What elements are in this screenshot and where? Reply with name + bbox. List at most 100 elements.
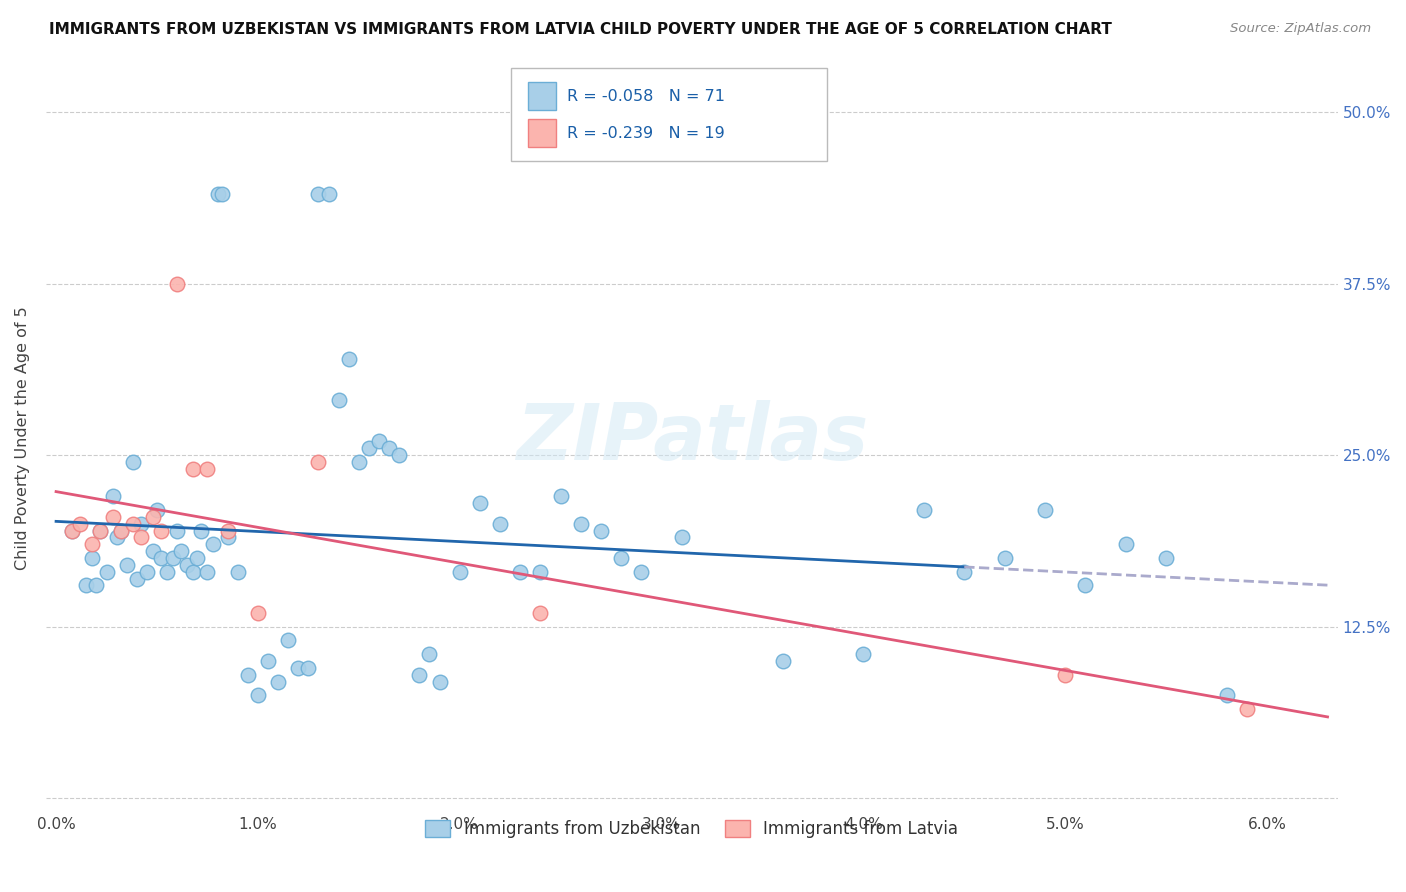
Point [1215, 688, 1237, 702]
Point [671, 531, 693, 545]
Point [1054, 667, 1077, 681]
Point [318, 187, 340, 202]
Point [368, 434, 391, 449]
Point [115, 558, 138, 572]
Point [101, 489, 124, 503]
Y-axis label: Child Poverty Under the Age of 5: Child Poverty Under the Age of 5 [15, 306, 30, 570]
Point [176, 558, 198, 572]
Point [89, 524, 111, 538]
Point [589, 524, 612, 538]
Text: Source: ZipAtlas.com: Source: ZipAtlas.com [1230, 22, 1371, 36]
Point [1236, 702, 1258, 716]
Point [429, 674, 451, 689]
Point [852, 647, 875, 661]
Point [1115, 537, 1137, 551]
Point [96, 565, 118, 579]
Point [630, 565, 652, 579]
Point [60, 524, 83, 538]
Point [529, 606, 551, 620]
Point [1074, 578, 1097, 592]
Point [202, 537, 225, 551]
Point [181, 565, 204, 579]
Bar [527, 119, 557, 147]
Point [110, 524, 132, 538]
Point [156, 565, 179, 579]
Point [449, 565, 471, 579]
Point [550, 489, 572, 503]
Point [1154, 551, 1177, 566]
Text: IMMIGRANTS FROM UZBEKISTAN VS IMMIGRANTS FROM LATVIA CHILD POVERTY UNDER THE AGE: IMMIGRANTS FROM UZBEKISTAN VS IMMIGRANTS… [49, 22, 1112, 37]
Bar [527, 82, 557, 111]
Point [610, 551, 633, 566]
Point [129, 531, 152, 545]
Text: ZIPatlas: ZIPatlas [516, 400, 868, 476]
Point [378, 442, 401, 456]
Text: R = -0.058   N = 71: R = -0.058 N = 71 [567, 89, 724, 104]
Point [207, 187, 229, 202]
Point [110, 524, 132, 538]
Point [226, 565, 249, 579]
Point [357, 442, 380, 456]
Point [211, 187, 233, 202]
Point [105, 531, 128, 545]
Point [142, 544, 165, 558]
Point [307, 187, 329, 202]
Point [328, 393, 350, 408]
Point [197, 565, 219, 579]
Point [197, 462, 219, 476]
Point [142, 509, 165, 524]
Point [69, 516, 91, 531]
Point [277, 633, 299, 648]
Point [246, 688, 269, 702]
Point [246, 606, 269, 620]
Point [217, 524, 239, 538]
Point [170, 544, 193, 558]
Point [267, 674, 290, 689]
Point [190, 524, 212, 538]
Point [772, 654, 794, 668]
Point [150, 551, 173, 566]
Point [60, 524, 83, 538]
Point [86, 578, 108, 592]
Point [337, 352, 360, 367]
Point [994, 551, 1017, 566]
Point [162, 551, 184, 566]
Point [489, 516, 512, 531]
Point [166, 277, 188, 291]
Legend: Immigrants from Uzbekistan, Immigrants from Latvia: Immigrants from Uzbekistan, Immigrants f… [419, 814, 965, 845]
Point [125, 572, 148, 586]
Point [468, 496, 491, 510]
Point [135, 565, 157, 579]
Point [101, 509, 124, 524]
Point [217, 531, 239, 545]
FancyBboxPatch shape [510, 68, 827, 161]
Point [89, 524, 111, 538]
Point [388, 448, 411, 462]
Point [307, 455, 329, 469]
Point [408, 667, 430, 681]
Point [287, 661, 309, 675]
Point [146, 503, 169, 517]
Point [509, 565, 531, 579]
Point [75, 578, 97, 592]
Point [569, 516, 592, 531]
Point [347, 455, 370, 469]
Point [121, 455, 143, 469]
Text: R = -0.239   N = 19: R = -0.239 N = 19 [567, 126, 724, 141]
Point [297, 661, 319, 675]
Point [1033, 503, 1056, 517]
Point [236, 667, 259, 681]
Point [418, 647, 440, 661]
Point [912, 503, 935, 517]
Point [150, 524, 173, 538]
Point [953, 565, 976, 579]
Point [121, 516, 143, 531]
Point [82, 537, 104, 551]
Point [529, 565, 551, 579]
Point [129, 516, 152, 531]
Point [82, 551, 104, 566]
Point [166, 524, 188, 538]
Point [181, 462, 204, 476]
Point [257, 654, 280, 668]
Point [186, 551, 208, 566]
